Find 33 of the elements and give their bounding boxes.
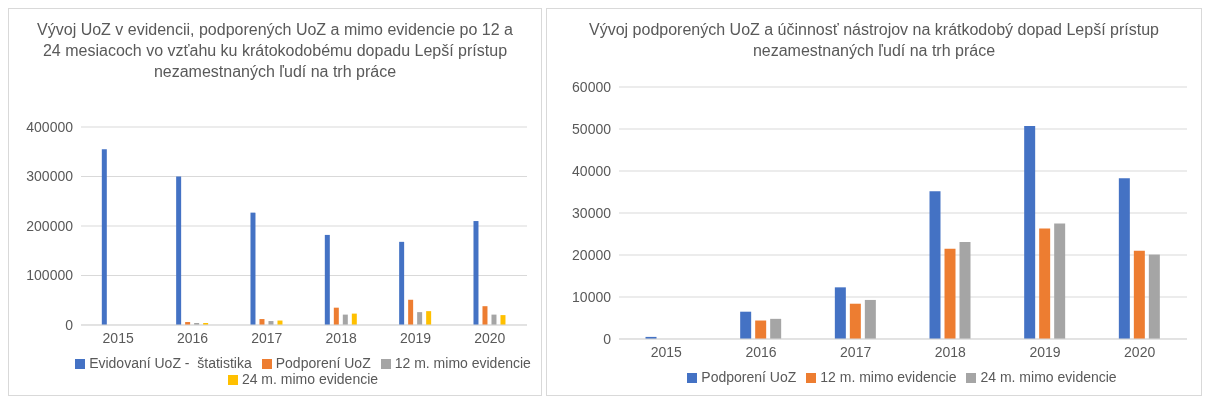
y-tick-label: 0 xyxy=(603,330,612,347)
x-tick-label: 2016 xyxy=(176,329,209,346)
x-tick-label: 2020 xyxy=(1124,343,1156,360)
y-tick-label: 50000 xyxy=(572,120,612,137)
x-tick-label: 2015 xyxy=(102,329,134,346)
y-tick-label: 400000 xyxy=(26,118,74,135)
x-tick-label: 2017 xyxy=(840,343,872,360)
y-tick-label: 60000 xyxy=(572,78,612,95)
x-tick-label: 2016 xyxy=(745,343,777,360)
legend-label: Podporení UoZ xyxy=(275,355,371,371)
legend-label: Podporení UoZ xyxy=(701,369,797,385)
chart-title: Vývoj UoZ v evidencii, podporených UoZ a mimo evidencie po 12 a 24 mesiacoch vo vzťahu ku krátokodobému dopadu Lepší prístup nezamestnaných ľudí na trh práce xyxy=(36,20,514,82)
y-tick-label: 200000 xyxy=(26,217,74,234)
legend-label: 24 m. mimo evidencie xyxy=(241,371,379,387)
y-tick-label: 0 xyxy=(65,316,74,333)
y-tick-label: 20000 xyxy=(572,246,612,263)
y-tick-label: 300000 xyxy=(26,168,74,185)
legend-label: 12 m. mimo evidencie xyxy=(820,369,957,385)
x-tick-label: 2018 xyxy=(934,343,967,360)
x-tick-label: 2020 xyxy=(474,329,506,346)
y-tick-label: 40000 xyxy=(572,162,612,179)
y-tick-label: 100000 xyxy=(26,267,74,284)
legend-label: 12 m. mimo evidencie xyxy=(394,355,531,371)
y-tick-label: 30000 xyxy=(572,204,612,221)
x-tick-label: 2019 xyxy=(399,329,432,346)
legend-label: 24 m. mimo evidencie xyxy=(980,369,1117,385)
x-tick-label: 2019 xyxy=(1029,343,1061,360)
y-tick-label: 10000 xyxy=(572,288,612,305)
legend-label: Evidovaní UoZ - štatistika xyxy=(89,355,252,371)
x-tick-label: 2018 xyxy=(325,329,357,346)
x-tick-label: 2015 xyxy=(650,343,683,360)
x-tick-label: 2017 xyxy=(251,329,283,346)
chart-title: Vývoj podporených UoZ a účinnosť nástrojov na krátkodobý dopad Lepší prístup nezamestnaných ľudí na trh práce xyxy=(588,20,1160,61)
